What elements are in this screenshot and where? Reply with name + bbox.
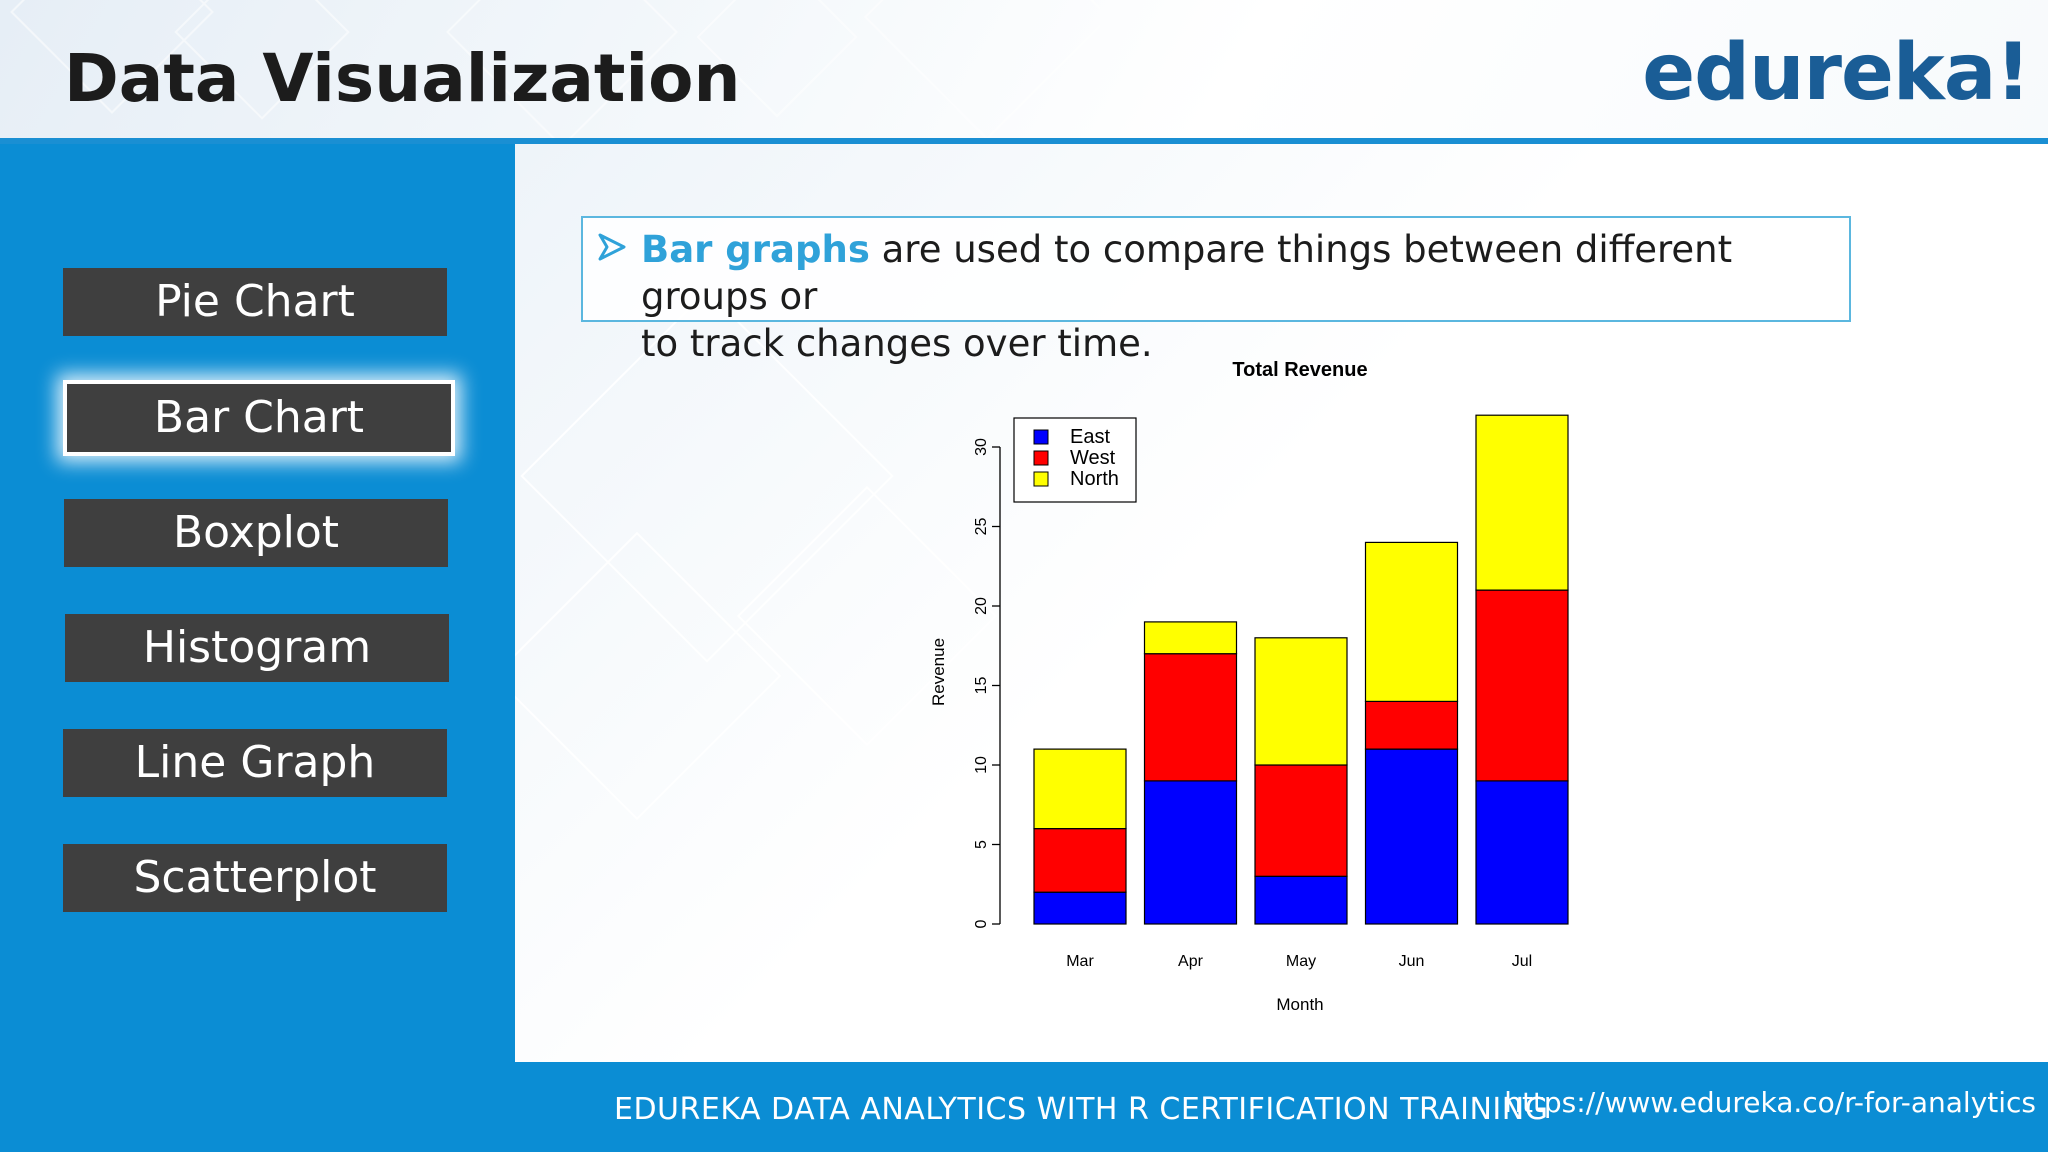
bar-east-jun xyxy=(1364,748,1459,925)
bar-east-may xyxy=(1254,875,1348,925)
menu-item-scatterplot[interactable]: Scatterplot xyxy=(63,844,447,912)
bar-north-mar xyxy=(1033,748,1127,830)
bar-north-apr xyxy=(1143,621,1238,655)
edureka-logo: edureka! xyxy=(1642,28,2031,118)
bar-east-jul xyxy=(1475,780,1569,925)
x-tick-label: Jul xyxy=(1512,953,1532,970)
bar-east-mar xyxy=(1033,891,1127,925)
bar-west-apr xyxy=(1143,653,1238,782)
chart-title: Total Revenue xyxy=(1232,359,1367,381)
bar-group xyxy=(1033,414,1569,925)
bar-west-jul xyxy=(1475,589,1569,782)
y-tick-label: 25 xyxy=(973,518,990,536)
x-axis-label: Month xyxy=(1276,995,1323,1014)
bullet-text: Bar graphs are used to compare things be… xyxy=(641,226,1841,367)
x-tick-label: Mar xyxy=(1066,953,1094,970)
menu-item-boxplot[interactable]: Boxplot xyxy=(64,499,448,567)
bar-west-mar xyxy=(1033,828,1127,893)
menu-item-histogram[interactable]: Histogram xyxy=(65,614,449,682)
bar-north-may xyxy=(1254,637,1348,766)
arrow-bullet-icon xyxy=(598,233,626,261)
header-bar: Data Visualization edureka! xyxy=(0,0,2048,140)
y-axis-label: Revenue xyxy=(929,638,948,706)
course-url[interactable]: https://www.edureka.co/r-for-analytics xyxy=(1504,1086,2036,1119)
y-tick-label: 0 xyxy=(973,919,990,928)
bar-west-jun xyxy=(1364,700,1459,750)
bullet-callout: Bar graphs are used to compare things be… xyxy=(581,216,1851,365)
bar-west-may xyxy=(1254,764,1348,877)
y-tick-label: 15 xyxy=(973,677,990,695)
menu-item-bar-chart[interactable]: Bar Chart xyxy=(63,380,455,456)
bar-north-jul xyxy=(1475,414,1569,591)
legend-swatch xyxy=(1033,429,1049,445)
x-tick-label: Apr xyxy=(1178,953,1204,970)
menu-item-pie-chart[interactable]: Pie Chart xyxy=(63,268,447,336)
y-axis: 0 5 10 15 20 25 30 xyxy=(973,438,1001,928)
y-tick-label: 30 xyxy=(973,438,990,456)
bar-east-apr xyxy=(1143,780,1238,925)
x-tick-labels: Mar Apr May Jun Jul xyxy=(1066,953,1532,970)
y-tick-label: 20 xyxy=(973,597,990,615)
sidebar: Pie Chart Bar Chart Boxplot Histogram Li… xyxy=(0,144,515,1062)
course-title: EDUREKA DATA ANALYTICS WITH R CERTIFICAT… xyxy=(614,1092,1549,1127)
bar-north-jun xyxy=(1364,541,1459,702)
bullet-text-line2: to track changes over time. xyxy=(641,322,1153,365)
legend-label: North xyxy=(1070,468,1119,490)
x-tick-label: Jun xyxy=(1399,953,1425,970)
x-tick-label: May xyxy=(1286,953,1316,970)
bullet-text-line1: are used to compare things between diffe… xyxy=(641,228,1733,318)
revenue-bar-chart: Total Revenue Revenue Month 0 5 10 15 20 25 30… xyxy=(929,359,1569,1014)
menu-item-line-graph[interactable]: Line Graph xyxy=(63,729,447,797)
bullet-highlight: Bar graphs xyxy=(641,228,870,271)
y-tick-label: 5 xyxy=(973,840,990,849)
legend-label: West xyxy=(1070,447,1116,469)
header-divider xyxy=(0,138,2048,144)
page-title: Data Visualization xyxy=(64,40,741,117)
legend-label: East xyxy=(1070,426,1110,448)
y-tick-label: 10 xyxy=(973,756,990,774)
footer-bar: EDUREKA DATA ANALYTICS WITH R CERTIFICAT… xyxy=(0,1062,2048,1152)
legend-swatch xyxy=(1033,450,1049,466)
legend-swatch xyxy=(1033,471,1049,487)
